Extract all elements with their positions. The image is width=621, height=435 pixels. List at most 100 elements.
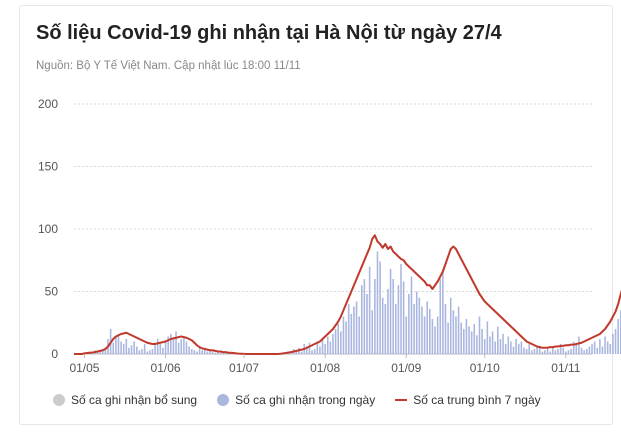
- bar: [112, 342, 115, 354]
- bar: [619, 310, 621, 354]
- bar: [117, 334, 120, 354]
- x-tick-label: 01/11: [551, 361, 580, 375]
- bar: [138, 350, 141, 354]
- bar: [415, 291, 418, 354]
- bar: [434, 326, 436, 354]
- bar: [423, 316, 426, 354]
- legend-swatch-daily: [217, 394, 230, 406]
- bar: [551, 346, 554, 354]
- bar: [449, 297, 452, 354]
- bar: [358, 316, 360, 354]
- legend-swatch-avg7: [395, 399, 408, 401]
- bar: [408, 294, 410, 354]
- bar: [313, 349, 316, 354]
- chart-subtitle: Nguồn: Bộ Y Tế Việt Nam. Cập nhật lúc 18…: [36, 60, 301, 72]
- bar: [353, 306, 355, 354]
- bar: [379, 261, 381, 354]
- bar: [389, 269, 392, 354]
- bar: [455, 316, 457, 354]
- bar: [198, 347, 201, 354]
- bar: [326, 336, 329, 354]
- bar: [525, 349, 528, 354]
- bar: [512, 346, 515, 354]
- bar: [554, 350, 557, 354]
- bar: [201, 350, 203, 354]
- bar: [319, 346, 321, 354]
- bar: [334, 329, 337, 354]
- bar: [136, 346, 138, 354]
- bar: [481, 329, 483, 354]
- bar: [609, 344, 612, 354]
- bar: [222, 352, 224, 354]
- bar: [371, 310, 374, 354]
- bar: [397, 285, 400, 354]
- bar: [295, 350, 298, 354]
- bar: [159, 344, 162, 354]
- bar: [580, 347, 583, 354]
- bar: [463, 329, 465, 354]
- bar: [130, 345, 133, 354]
- bar: [400, 264, 402, 354]
- bar: [384, 304, 387, 354]
- bar: [470, 331, 473, 354]
- x-tick-label: 01/10: [470, 361, 500, 375]
- bar: [96, 351, 99, 354]
- bar: [565, 351, 567, 354]
- bar: [180, 339, 183, 354]
- bar: [151, 349, 154, 354]
- bar: [329, 341, 332, 354]
- bar: [128, 347, 130, 354]
- bar: [588, 346, 591, 354]
- bar: [604, 336, 606, 354]
- bar: [447, 322, 449, 354]
- y-tick-label: 200: [38, 97, 58, 111]
- bar: [486, 321, 489, 354]
- bar: [591, 344, 593, 354]
- bar: [460, 322, 462, 354]
- bar: [206, 351, 209, 354]
- bar: [494, 341, 496, 354]
- bar: [405, 316, 408, 354]
- legend-item-supplementary[interactable]: Số ca ghi nhận bổ sung: [53, 393, 197, 407]
- bar: [523, 347, 525, 354]
- bar: [614, 329, 617, 354]
- bar: [366, 294, 368, 354]
- bar: [308, 342, 311, 354]
- bar: [538, 347, 541, 354]
- bar: [585, 349, 588, 354]
- bar: [143, 344, 146, 354]
- bar: [164, 341, 167, 354]
- bar: [156, 339, 159, 354]
- bar: [572, 341, 575, 354]
- bar: [497, 326, 499, 354]
- bar: [499, 339, 502, 354]
- bar: [478, 316, 481, 354]
- bar: [439, 279, 442, 354]
- bar: [426, 301, 428, 354]
- bar: [612, 334, 614, 354]
- bar: [125, 339, 128, 354]
- bar: [101, 349, 104, 354]
- legend-item-avg7[interactable]: Số ca trung bình 7 ngày: [395, 393, 541, 407]
- bar: [211, 351, 214, 354]
- bar: [324, 344, 326, 354]
- legend-item-daily[interactable]: Số ca ghi nhận trong ngày: [217, 393, 375, 407]
- bar: [204, 349, 206, 354]
- chart-card: [19, 5, 613, 425]
- bar: [575, 344, 578, 354]
- bar: [599, 339, 601, 354]
- bar: [120, 341, 122, 354]
- bar: [601, 346, 604, 354]
- bar: [345, 321, 347, 354]
- bar: [533, 349, 536, 354]
- bar: [122, 344, 125, 354]
- bar: [410, 276, 413, 354]
- bar: [376, 251, 379, 354]
- y-tick-label: 50: [45, 285, 59, 299]
- bar: [381, 297, 384, 354]
- bar: [452, 310, 455, 354]
- bar: [360, 285, 363, 354]
- bar: [567, 350, 570, 354]
- bar: [311, 350, 313, 354]
